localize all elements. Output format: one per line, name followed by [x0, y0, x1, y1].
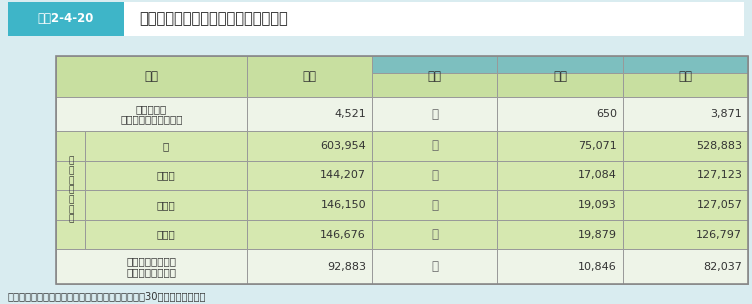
- Text: 127,123: 127,123: [696, 171, 742, 180]
- FancyBboxPatch shape: [56, 98, 247, 131]
- Text: ３歳児: ３歳児: [156, 171, 175, 180]
- FancyBboxPatch shape: [372, 56, 498, 73]
- FancyBboxPatch shape: [372, 98, 498, 131]
- Text: 126,797: 126,797: [696, 230, 742, 240]
- Text: （出典）文部科学省「学校基本調査報告書」（平成30年５月１日現在）: （出典）文部科学省「学校基本調査報告書」（平成30年５月１日現在）: [8, 291, 206, 301]
- Text: 92,883: 92,883: [327, 262, 366, 272]
- FancyBboxPatch shape: [247, 56, 372, 98]
- FancyBboxPatch shape: [623, 56, 748, 73]
- Text: 19,879: 19,879: [578, 230, 617, 240]
- FancyBboxPatch shape: [85, 190, 247, 220]
- FancyBboxPatch shape: [247, 131, 372, 161]
- Text: －: －: [431, 108, 438, 121]
- FancyBboxPatch shape: [56, 161, 85, 190]
- FancyBboxPatch shape: [372, 220, 498, 250]
- FancyBboxPatch shape: [56, 220, 85, 250]
- Text: ５歳児: ５歳児: [156, 230, 175, 240]
- Text: 144,207: 144,207: [320, 171, 366, 180]
- FancyBboxPatch shape: [56, 190, 85, 220]
- Text: 528,883: 528,883: [696, 141, 742, 151]
- FancyBboxPatch shape: [372, 73, 498, 98]
- FancyBboxPatch shape: [498, 220, 623, 250]
- FancyBboxPatch shape: [247, 190, 372, 220]
- FancyBboxPatch shape: [498, 190, 623, 220]
- FancyBboxPatch shape: [623, 220, 748, 250]
- Text: 127,057: 127,057: [696, 200, 742, 210]
- FancyBboxPatch shape: [372, 131, 498, 161]
- FancyBboxPatch shape: [498, 131, 623, 161]
- FancyBboxPatch shape: [247, 220, 372, 250]
- FancyBboxPatch shape: [623, 161, 748, 190]
- FancyBboxPatch shape: [372, 161, 498, 190]
- Text: 17,084: 17,084: [578, 171, 617, 180]
- Text: 公立: 公立: [553, 70, 567, 83]
- Text: －: －: [431, 199, 438, 212]
- Text: ４歳児: ４歳児: [156, 200, 175, 210]
- Text: 計: 計: [162, 141, 169, 151]
- Text: 合計: 合計: [302, 70, 317, 83]
- Text: 幼保連携型認定こども園数及び園児数: 幼保連携型認定こども園数及び園児数: [139, 12, 288, 26]
- Text: 4,521: 4,521: [335, 109, 366, 119]
- FancyBboxPatch shape: [56, 250, 247, 284]
- Text: 在
園
児
数
（
人
）: 在 園 児 数 （ 人 ）: [68, 157, 74, 224]
- Text: 75,071: 75,071: [578, 141, 617, 151]
- FancyBboxPatch shape: [623, 98, 748, 131]
- Text: 146,150: 146,150: [320, 200, 366, 210]
- FancyBboxPatch shape: [8, 2, 124, 36]
- FancyBboxPatch shape: [372, 250, 498, 284]
- Text: 19,093: 19,093: [578, 200, 617, 210]
- Text: －: －: [431, 169, 438, 182]
- FancyBboxPatch shape: [56, 56, 247, 98]
- Text: 私立: 私立: [678, 70, 693, 83]
- Text: 認定こども園数（園）: 認定こども園数（園）: [120, 115, 183, 125]
- FancyBboxPatch shape: [498, 98, 623, 131]
- FancyBboxPatch shape: [498, 250, 623, 284]
- Text: 3,871: 3,871: [711, 109, 742, 119]
- FancyBboxPatch shape: [623, 73, 748, 98]
- FancyBboxPatch shape: [623, 131, 748, 161]
- Text: 国立: 国立: [428, 70, 441, 83]
- Text: －: －: [431, 139, 438, 152]
- FancyBboxPatch shape: [85, 131, 247, 161]
- FancyBboxPatch shape: [498, 73, 623, 98]
- Text: 教員・保育教員数: 教員・保育教員数: [126, 256, 177, 266]
- Text: 82,037: 82,037: [703, 262, 742, 272]
- Text: －: －: [431, 228, 438, 241]
- FancyBboxPatch shape: [124, 2, 744, 36]
- Text: 幼保連携型: 幼保連携型: [136, 104, 167, 114]
- FancyBboxPatch shape: [372, 190, 498, 220]
- FancyBboxPatch shape: [85, 220, 247, 250]
- FancyBboxPatch shape: [247, 161, 372, 190]
- Text: 区分: 区分: [144, 70, 159, 83]
- FancyBboxPatch shape: [56, 131, 85, 161]
- FancyBboxPatch shape: [85, 161, 247, 190]
- Text: 10,846: 10,846: [578, 262, 617, 272]
- Text: 650: 650: [596, 109, 617, 119]
- Text: 603,954: 603,954: [320, 141, 366, 151]
- FancyBboxPatch shape: [498, 56, 623, 73]
- FancyBboxPatch shape: [498, 161, 623, 190]
- FancyBboxPatch shape: [623, 250, 748, 284]
- FancyBboxPatch shape: [247, 98, 372, 131]
- FancyBboxPatch shape: [623, 190, 748, 220]
- Text: （本務者）（人）: （本務者）（人）: [126, 268, 177, 278]
- Text: 図表2-4-20: 図表2-4-20: [38, 12, 94, 26]
- Text: －: －: [431, 260, 438, 273]
- FancyBboxPatch shape: [247, 250, 372, 284]
- Text: 146,676: 146,676: [320, 230, 366, 240]
